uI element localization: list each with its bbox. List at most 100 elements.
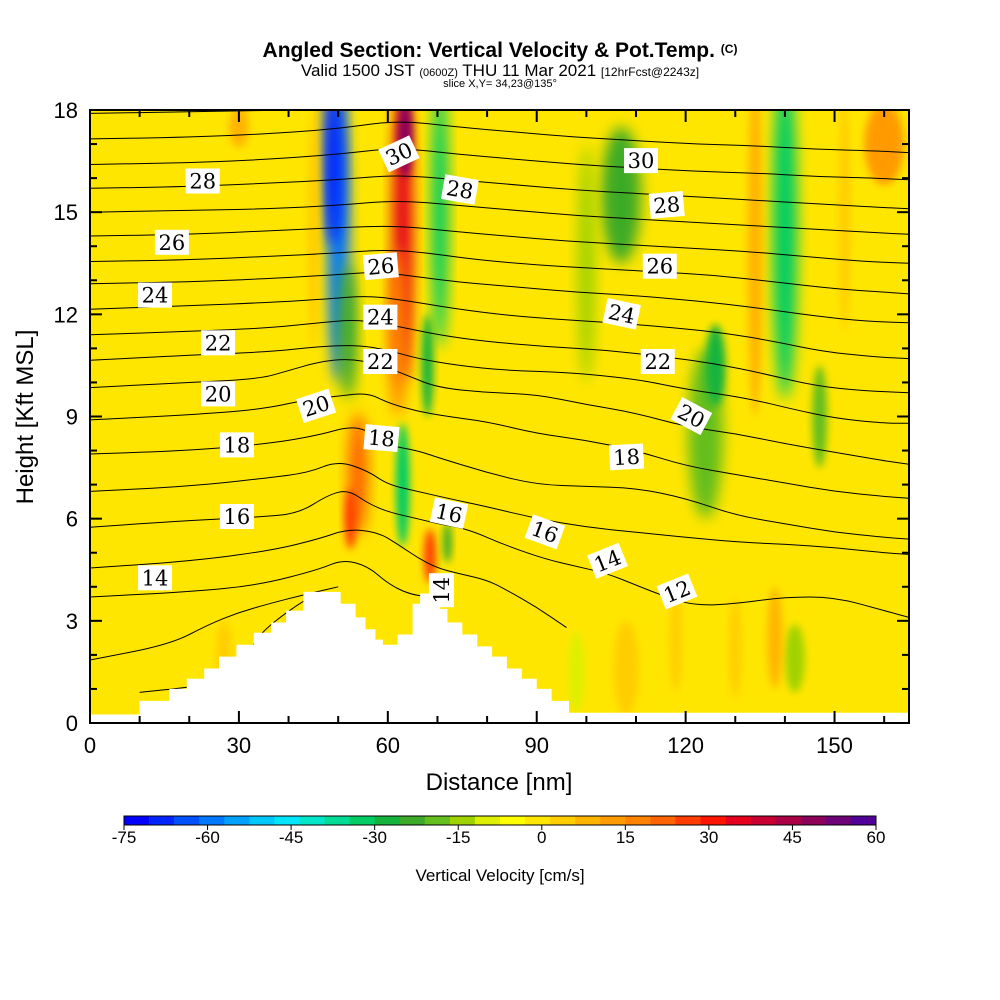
velocity-cell — [424, 528, 436, 584]
colorbar-swatch — [324, 816, 350, 825]
theta-contour-24 — [90, 272, 909, 324]
colorbar-swatch — [274, 816, 300, 825]
velocity-cell — [339, 263, 358, 400]
y-tick-label: 0 — [66, 711, 78, 736]
contour-label: 24 — [138, 282, 172, 308]
colorbar-swatch — [500, 816, 526, 825]
colorbar-tick-label: 60 — [867, 828, 886, 847]
velocity-cell — [864, 110, 905, 185]
svg-text:20: 20 — [205, 382, 232, 406]
colorbar-swatch — [575, 816, 601, 825]
chart-title: Angled Section: Vertical Velocity & Pot.… — [0, 36, 1000, 64]
colorbar-swatch — [675, 816, 701, 825]
contour-label: 18 — [219, 432, 254, 458]
colorbar-tick-label: 30 — [699, 828, 718, 847]
colorbar-swatch — [474, 816, 501, 825]
contour-label: 24 — [363, 304, 398, 330]
velocity-cell — [344, 488, 357, 550]
svg-text:16: 16 — [224, 505, 251, 529]
theta-contour-14 — [90, 561, 428, 598]
colorbar-swatch — [550, 816, 576, 825]
velocity-cell — [323, 110, 344, 247]
contour-label: 22 — [363, 349, 398, 374]
slice-text: slice X,Y= 34,23@135° — [443, 78, 557, 90]
svg-text:28: 28 — [445, 176, 475, 204]
svg-text:28: 28 — [652, 192, 681, 218]
colorbar-swatch — [449, 816, 476, 825]
theta-contour-28 — [90, 175, 909, 210]
colorbar-swatch — [149, 816, 175, 825]
svg-text:18: 18 — [224, 433, 251, 457]
colorbar-swatch — [650, 816, 676, 825]
colorbar-tick-label: -75 — [112, 828, 137, 847]
colorbar-tick-label: 45 — [783, 828, 802, 847]
contour-label: 20 — [670, 397, 713, 436]
terrain — [90, 591, 909, 723]
velocity-cell — [767, 586, 783, 689]
x-tick-label: 0 — [84, 733, 96, 758]
colorbar-border — [123, 815, 877, 826]
theta-contour-16 — [90, 491, 909, 618]
theta-contour-27 — [90, 201, 909, 235]
chart-subtitle: Valid 1500 JST (0600Z) THU 11 Mar 2021 [… — [0, 60, 1000, 84]
contour-label: 26 — [362, 252, 399, 281]
colorbar-tick-label: 0 — [537, 828, 546, 847]
contour-label: 20 — [296, 388, 337, 423]
svg-text:26: 26 — [367, 254, 396, 280]
colorbar-swatch — [725, 816, 751, 825]
svg-text:14: 14 — [430, 577, 454, 604]
y-tick-label: 15 — [54, 200, 78, 225]
colorbar-swatch — [850, 816, 877, 825]
title-text: Angled Section: Vertical Velocity & Pot.… — [262, 39, 715, 62]
colorbar-tick-label: -30 — [362, 828, 387, 847]
contour-label: 16 — [429, 497, 469, 529]
contour-label: 16 — [219, 504, 254, 529]
svg-text:26: 26 — [646, 255, 673, 279]
velocity-cell — [99, 144, 130, 553]
x-tick-label: 150 — [816, 733, 853, 758]
colorbar-swatch — [174, 816, 200, 825]
y-tick-label: 12 — [54, 302, 78, 327]
contour-label: 20 — [201, 381, 236, 407]
velocity-cell — [421, 314, 434, 417]
velocity-cell — [228, 110, 249, 148]
velocity-cell — [729, 596, 742, 700]
valid-date: THU 11 Mar 2021 — [462, 61, 597, 80]
colorbar-swatch — [299, 816, 325, 825]
svg-text:24: 24 — [606, 300, 637, 329]
svg-text:18: 18 — [613, 445, 641, 470]
velocity-cell — [705, 324, 726, 407]
svg-text:26: 26 — [159, 231, 186, 255]
colorbar-swatch — [750, 816, 777, 825]
svg-text:18: 18 — [367, 425, 396, 451]
valid-time: Valid 1500 JST — [300, 61, 415, 80]
y-tick-label: 18 — [54, 98, 78, 123]
colorbar-swatch — [424, 816, 451, 825]
theta-contour-18 — [90, 427, 909, 540]
contour-label: 28 — [648, 190, 685, 219]
theta-contour-25 — [90, 249, 909, 295]
y-tick-label: 3 — [66, 609, 78, 634]
x-axis-title: Distance [nm] — [426, 769, 573, 796]
colorbar-swatch — [525, 816, 551, 825]
colorbar-swatch — [825, 816, 852, 825]
contour-label: 28 — [440, 174, 479, 205]
colorbar: -75 -60 -45 -30 -15 0 15 30 45 60 — [112, 815, 886, 847]
theta-contour-21 — [90, 345, 909, 424]
velocity-cell — [577, 144, 596, 383]
theta-contour-26 — [90, 225, 909, 264]
colorbar-swatch — [800, 816, 827, 825]
x-tick-label: 30 — [227, 733, 251, 758]
contour-label: 26 — [154, 229, 189, 255]
y-tick-label: 9 — [66, 405, 78, 430]
theta-contour-29 — [90, 148, 909, 181]
svg-text:22: 22 — [644, 350, 671, 374]
colorbar-swatch — [775, 816, 802, 825]
colorbar-swatch — [124, 816, 150, 825]
theta-contour-13 — [90, 586, 339, 661]
x-tick-label: 120 — [667, 733, 704, 758]
theta-contour-19 — [90, 393, 909, 499]
axes: 0 30 60 90 120 150 0 3 6 9 12 15 18 — [54, 98, 909, 758]
theta-contour-20 — [90, 359, 909, 465]
